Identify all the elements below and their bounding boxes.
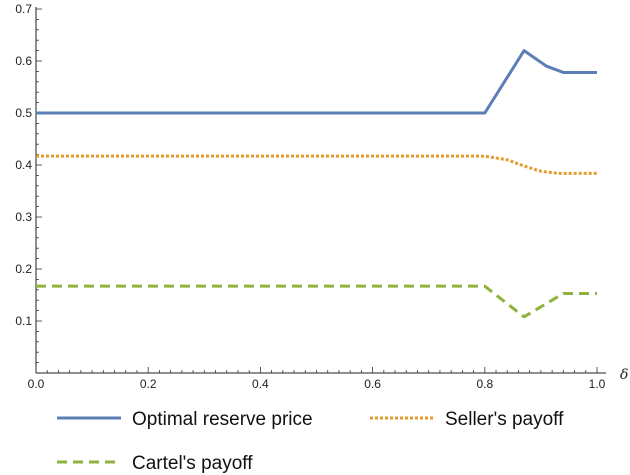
y-tick-label: 0.7	[15, 2, 32, 16]
legend: Optimal reserve price Seller's payoff Cart…	[57, 409, 564, 474]
series-line	[36, 49, 597, 115]
x-tick-label: 0.4	[252, 377, 269, 391]
y-tick-label: 0.5	[15, 106, 32, 120]
series-line	[36, 284, 597, 319]
y-tick-label: 0.6	[15, 54, 32, 68]
x-tick-label: 0.0	[28, 377, 45, 391]
x-tick-label: 0.2	[140, 377, 157, 391]
y-tick-label: 0.4	[15, 158, 32, 172]
y-tick-label: 0.2	[15, 262, 32, 276]
legend-label: Optimal reserve price	[132, 409, 313, 430]
y-tick-label: 0.3	[15, 210, 32, 224]
series-line	[36, 154, 597, 175]
x-tick-label: 0.6	[364, 377, 381, 391]
axes: 0.0 0.2 0.4 0.6 0.8 1.0 0.1 0.2 0.3 0.4 0.5 0.6 0.7 δ	[15, 2, 628, 391]
x-axis-title: δ	[620, 367, 628, 383]
x-tick-label: 0.8	[476, 377, 493, 391]
series-layer	[36, 49, 597, 319]
legend-label: Cartel's payoff	[132, 453, 253, 474]
y-tick-label: 0.1	[15, 314, 32, 328]
legend-label: Seller's payoff	[445, 409, 564, 430]
x-tick-label: 1.0	[589, 377, 606, 391]
